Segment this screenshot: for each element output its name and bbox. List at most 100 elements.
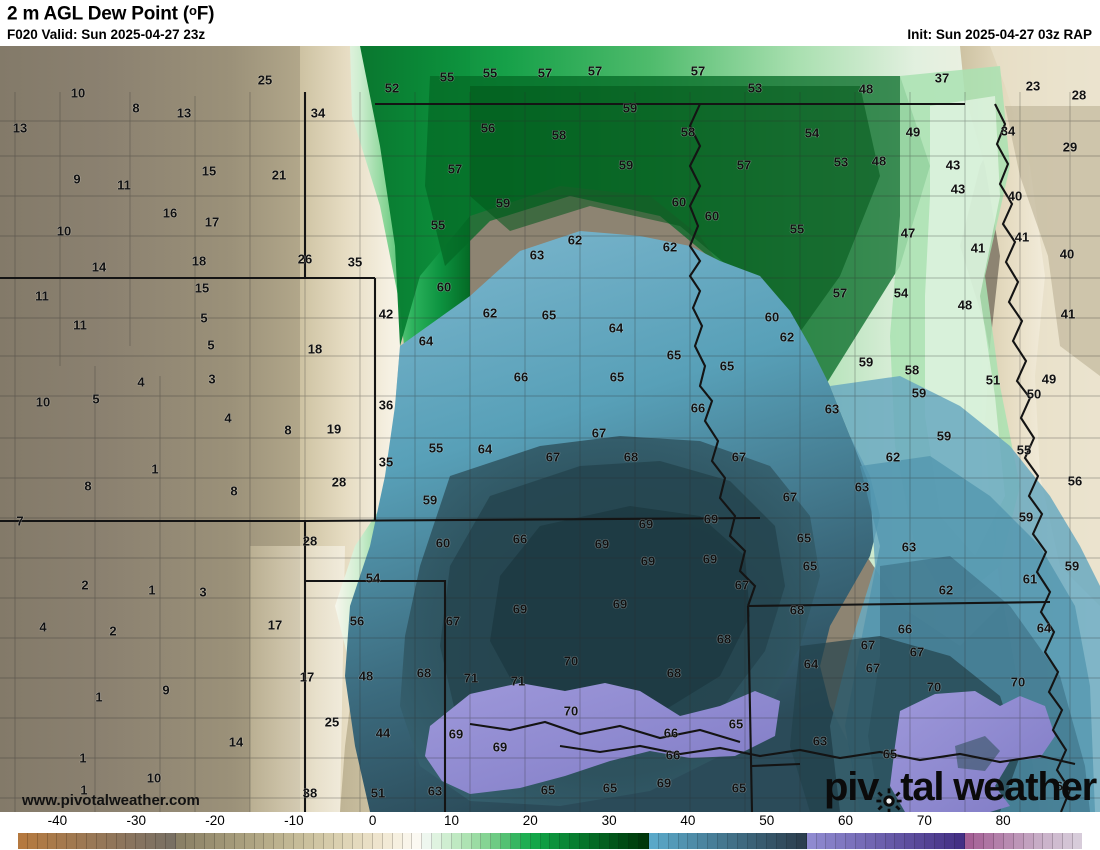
colorbar-tick: 60 [838, 813, 854, 828]
colorbar-cell [274, 833, 285, 849]
colorbar-cell [225, 833, 235, 849]
colorbar-cell [688, 833, 699, 849]
colorbar-cell [116, 833, 127, 849]
colorbar-cell [787, 833, 797, 849]
colorbar-cell [382, 833, 393, 849]
gear-sun-icon [876, 779, 902, 812]
colorbar-cell [37, 833, 48, 849]
colorbar-tick: -40 [47, 813, 68, 828]
map-header: 2 m AGL Dew Point (oF) F020 Valid: Sun 2… [0, 0, 1100, 46]
colorbar-tick: -10 [284, 813, 304, 828]
colorbar-cell [205, 833, 216, 849]
colorbar-cell [77, 833, 88, 849]
colorbar-cell [313, 833, 324, 849]
colorbar-cell [944, 833, 955, 849]
valid-time-label: F020 Valid: Sun 2025-04-27 23z [7, 27, 206, 42]
colorbar-tick: 80 [995, 813, 1011, 828]
colorbar-cell [432, 833, 442, 849]
colorbar-cell [856, 833, 866, 849]
colorbar-cell [836, 833, 847, 849]
colorbar-tick: -20 [205, 813, 225, 828]
colorbar-cell [974, 833, 985, 849]
colorbar-cell [1003, 833, 1014, 849]
colorbar-tick: 20 [522, 813, 538, 828]
colorbar-cell [1023, 833, 1034, 849]
state-boundaries [0, 92, 1076, 812]
colorbar-cell [126, 833, 137, 849]
colorbar-cell [343, 833, 354, 849]
colorbar-cell [441, 833, 452, 849]
colorbar-tick: 30 [601, 813, 617, 828]
colorbar-cell [934, 833, 945, 849]
colorbar-cell [294, 833, 304, 849]
colorbar-cell [520, 833, 531, 849]
colorbar-cell [27, 833, 38, 849]
colorbar-cell [767, 833, 778, 849]
colorbar-swatches[interactable] [18, 833, 1082, 849]
county-boundaries [0, 92, 1100, 812]
colorbar-cell [915, 833, 926, 849]
colorbar-cell [96, 833, 107, 849]
colorbar-cell [639, 833, 649, 849]
colorbar-cell [215, 833, 226, 849]
colorbar-tick: 40 [680, 813, 696, 828]
colorbar-cell [796, 833, 807, 849]
colorbar-tick: 10 [443, 813, 459, 828]
colorbar-cell [106, 833, 117, 849]
colorbar-cell [984, 833, 995, 849]
logo-text-right: tal weather [900, 765, 1097, 809]
map-canvas[interactable]: 10 8 13 13 25 34 52 55 55 57 57 57 53 48 37 23 28 56 58 59 5… [0, 46, 1100, 812]
colorbar-cell [284, 833, 295, 849]
colorbar-cell [905, 833, 916, 849]
colorbar-cell [727, 833, 738, 849]
colorbar[interactable]: -40 -30 -20 -10 0 10 20 30 40 50 60 70 80 [0, 812, 1100, 850]
colorbar-cell [579, 833, 590, 849]
colorbar-cell [560, 833, 571, 849]
colorbar-cell [757, 833, 768, 849]
colorbar-cell [471, 833, 482, 849]
colorbar-cell [67, 833, 78, 849]
colorbar-cell [156, 833, 166, 849]
colorbar-cell [185, 833, 196, 849]
colorbar-cell [1072, 833, 1082, 849]
page-title: 2 m AGL Dew Point (oF) [7, 3, 215, 25]
colorbar-cell [1053, 833, 1064, 849]
colorbar-cell [402, 833, 413, 849]
colorbar-tick: 50 [759, 813, 775, 828]
colorbar-cell [668, 833, 679, 849]
colorbar-cell [363, 833, 373, 849]
colorbar-cell [353, 833, 364, 849]
colorbar-cell [501, 833, 511, 849]
colorbar-cell [18, 833, 28, 849]
colorbar-cell [619, 833, 630, 849]
colorbar-cell [392, 833, 403, 849]
colorbar-cell [195, 833, 206, 849]
colorbar-cell [816, 833, 827, 849]
colorbar-cell [747, 833, 758, 849]
colorbar-cell [264, 833, 275, 849]
colorbar-cell [826, 833, 837, 849]
colorbar-cell [737, 833, 748, 849]
colorbar-cell [806, 833, 817, 849]
colorbar-cell [244, 833, 255, 849]
colorbar-cell [629, 833, 640, 849]
colorbar-cell [136, 833, 147, 849]
colorbar-cell [698, 833, 709, 849]
colorbar-cell [609, 833, 620, 849]
colorbar-cell [412, 833, 423, 849]
colorbar-cell [57, 833, 68, 849]
colorbar-cell [589, 833, 600, 849]
colorbar-tick-labels: -40 -30 -20 -10 0 10 20 30 40 50 60 70 80 [0, 812, 1100, 832]
colorbar-cell [1043, 833, 1054, 849]
colorbar-cell [461, 833, 472, 849]
colorbar-cell [777, 833, 788, 849]
colorbar-cell [708, 833, 719, 849]
colorbar-cell [895, 833, 906, 849]
colorbar-cell [994, 833, 1004, 849]
colorbar-cell [846, 833, 857, 849]
colorbar-tick: 70 [916, 813, 932, 828]
colorbar-cell [925, 833, 935, 849]
init-time-label: Init: Sun 2025-04-27 03z RAP [907, 27, 1092, 42]
colorbar-cell [718, 833, 728, 849]
